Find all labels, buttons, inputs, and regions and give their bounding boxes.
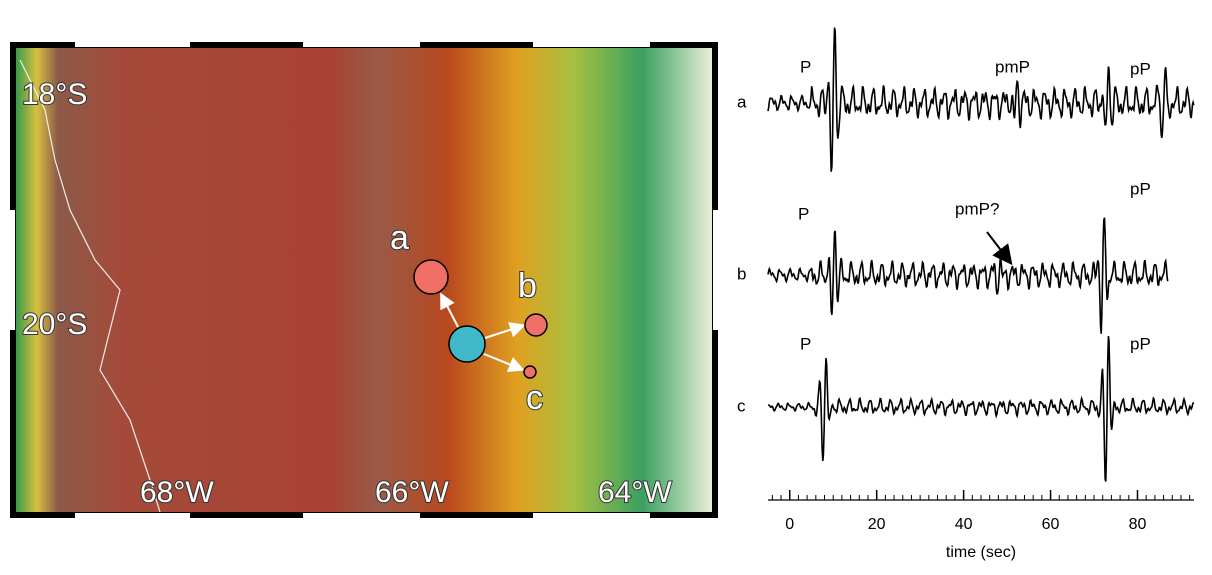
tick-label: 0 [785, 516, 794, 533]
waveform [767, 336, 1195, 482]
station-label: c [526, 379, 543, 417]
frame-segment [533, 513, 650, 518]
frame-segment [10, 210, 15, 330]
axis-label: time (sec) [946, 544, 1016, 561]
trace-label: b [737, 264, 746, 283]
lon-label: 66°W [375, 476, 449, 509]
frame-segment [533, 42, 650, 47]
phase-label: pP [1130, 334, 1151, 353]
station [523, 365, 537, 379]
phase-label: pP [1130, 179, 1151, 198]
tick-label: 40 [955, 516, 973, 533]
arrow [484, 322, 526, 339]
waveform [767, 27, 1195, 172]
lon-label: 68°W [140, 476, 214, 509]
lat-label: 18°S [22, 78, 87, 111]
map: 18°S 20°S 68°W 66°W 64°W a b c [10, 42, 718, 518]
tick-label: 60 [1042, 516, 1060, 533]
phase-label: pmP [995, 57, 1030, 76]
phase-label: pmP? [955, 199, 999, 218]
event [448, 325, 486, 363]
relief [16, 48, 712, 512]
phase-label: P [800, 57, 811, 76]
station-label: a [390, 219, 409, 257]
station [524, 313, 548, 337]
tick-label: 80 [1129, 516, 1147, 533]
waveform [767, 217, 1169, 334]
frame-segment [303, 513, 420, 518]
frame-segment [75, 42, 190, 47]
phase-label: pP [1130, 59, 1151, 78]
trace-label: c [737, 396, 746, 415]
frame-segment [303, 42, 420, 47]
frame-segment [713, 210, 718, 330]
border-line [19, 59, 161, 513]
station-label: b [518, 267, 537, 305]
lat-label: 20°S [22, 308, 87, 341]
station [413, 259, 449, 295]
trace-label: a [737, 92, 747, 111]
phase-label: P [798, 204, 809, 223]
arrow [483, 353, 525, 372]
frame-segment [75, 513, 190, 518]
annotation-arrow [986, 231, 1013, 266]
seismograms: 0 20 40 60 80 time (sec) a P pmP pP b P pmP? pP c P pP [737, 27, 1195, 561]
arrow [440, 292, 459, 328]
lon-label: 64°W [598, 476, 672, 509]
phase-label: P [800, 334, 811, 353]
tick-label: 20 [868, 516, 886, 533]
